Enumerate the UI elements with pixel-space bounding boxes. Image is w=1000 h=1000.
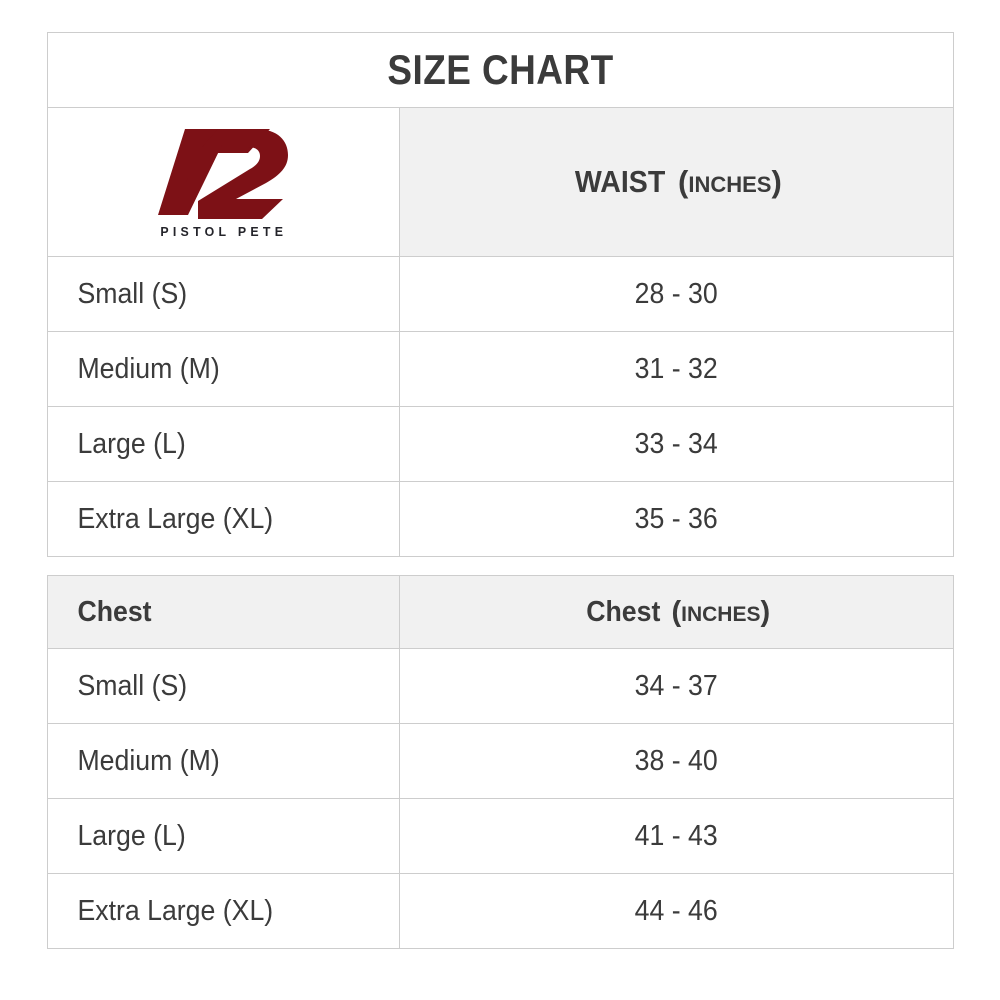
- table-row: Large (L) 41 - 43: [47, 798, 954, 874]
- waist-size-table: SIZE CHART: [47, 32, 954, 557]
- chest-size-table: Chest Chest (INCHES) Small (S) 34 - 37: [47, 575, 954, 949]
- waist-header-paren-close: ): [771, 164, 782, 199]
- chest-size-cell-m: Medium (M): [47, 723, 400, 799]
- waist-size-cell-s: Small (S): [47, 256, 400, 332]
- chest-size-cell-s: Small (S): [47, 648, 400, 724]
- size-label: Large (L): [77, 819, 186, 852]
- size-value: 28 - 30: [634, 277, 719, 310]
- chest-header-left-label: Chest: [77, 595, 152, 628]
- size-chart-container: SIZE CHART: [47, 32, 954, 949]
- waist-column-header-cell: WAIST (INCHES): [399, 107, 954, 257]
- size-label: Medium (M): [77, 744, 220, 777]
- chest-header-label: Chest: [586, 595, 661, 628]
- pistol-pete-p2-logo-icon: [158, 129, 289, 219]
- table-row: Large (L) 33 - 34: [47, 406, 954, 482]
- chest-header-row: Chest Chest (INCHES): [47, 575, 954, 649]
- size-label: Extra Large (XL): [77, 894, 274, 927]
- chest-header-paren-open: (: [671, 595, 682, 628]
- waist-size-cell-l: Large (L): [47, 406, 400, 482]
- size-label: Extra Large (XL): [77, 502, 274, 535]
- size-value: 35 - 36: [634, 502, 719, 535]
- waist-size-cell-m: Medium (M): [47, 331, 400, 407]
- title-row: SIZE CHART: [47, 32, 954, 108]
- brand-logo-cell: PISTOL PETE: [47, 107, 400, 257]
- size-label: Medium (M): [77, 352, 220, 385]
- chest-value-cell-xl: 44 - 46: [399, 873, 954, 949]
- waist-value-cell-xl: 35 - 36: [399, 481, 954, 557]
- table-row: Extra Large (XL) 35 - 36: [47, 481, 954, 557]
- waist-header-label: WAIST: [575, 164, 666, 199]
- waist-value-cell-l: 33 - 34: [399, 406, 954, 482]
- chest-value-cell-m: 38 - 40: [399, 723, 954, 799]
- size-label: Small (S): [77, 277, 188, 310]
- page-title: SIZE CHART: [387, 46, 614, 93]
- waist-header-row: PISTOL PETE WAIST (INCHES): [47, 107, 954, 257]
- brand-logo: PISTOL PETE: [157, 123, 291, 238]
- size-value: 33 - 34: [634, 427, 719, 460]
- size-value: 38 - 40: [634, 744, 719, 777]
- chest-value-cell-s: 34 - 37: [399, 648, 954, 724]
- waist-size-cell-xl: Extra Large (XL): [47, 481, 400, 557]
- waist-header-paren-open: (: [678, 164, 689, 199]
- table-row: Medium (M) 38 - 40: [47, 723, 954, 799]
- table-row: Medium (M) 31 - 32: [47, 331, 954, 407]
- table-row: Small (S) 34 - 37: [47, 648, 954, 724]
- size-label: Large (L): [77, 427, 186, 460]
- chest-header-unit: INCHES: [681, 602, 761, 626]
- waist-header-unit: INCHES: [688, 172, 772, 197]
- chest-size-cell-xl: Extra Large (XL): [47, 873, 400, 949]
- size-value: 44 - 46: [634, 894, 719, 927]
- size-label: Small (S): [77, 669, 188, 702]
- brand-wordmark: PISTOL PETE: [160, 224, 287, 239]
- waist-value-cell-m: 31 - 32: [399, 331, 954, 407]
- size-value: 31 - 32: [634, 352, 719, 385]
- chest-header-left-cell: Chest: [47, 575, 400, 649]
- size-value: 34 - 37: [634, 669, 719, 702]
- table-separator: [47, 557, 953, 575]
- chest-size-cell-l: Large (L): [47, 798, 400, 874]
- table-row: Small (S) 28 - 30: [47, 256, 954, 332]
- table-row: Extra Large (XL) 44 - 46: [47, 873, 954, 949]
- chart-title-cell: SIZE CHART: [47, 32, 954, 108]
- chest-header-paren-close: ): [760, 595, 771, 628]
- chest-value-cell-l: 41 - 43: [399, 798, 954, 874]
- size-value: 41 - 43: [634, 819, 719, 852]
- chest-column-header-cell: Chest (INCHES): [399, 575, 954, 649]
- waist-value-cell-s: 28 - 30: [399, 256, 954, 332]
